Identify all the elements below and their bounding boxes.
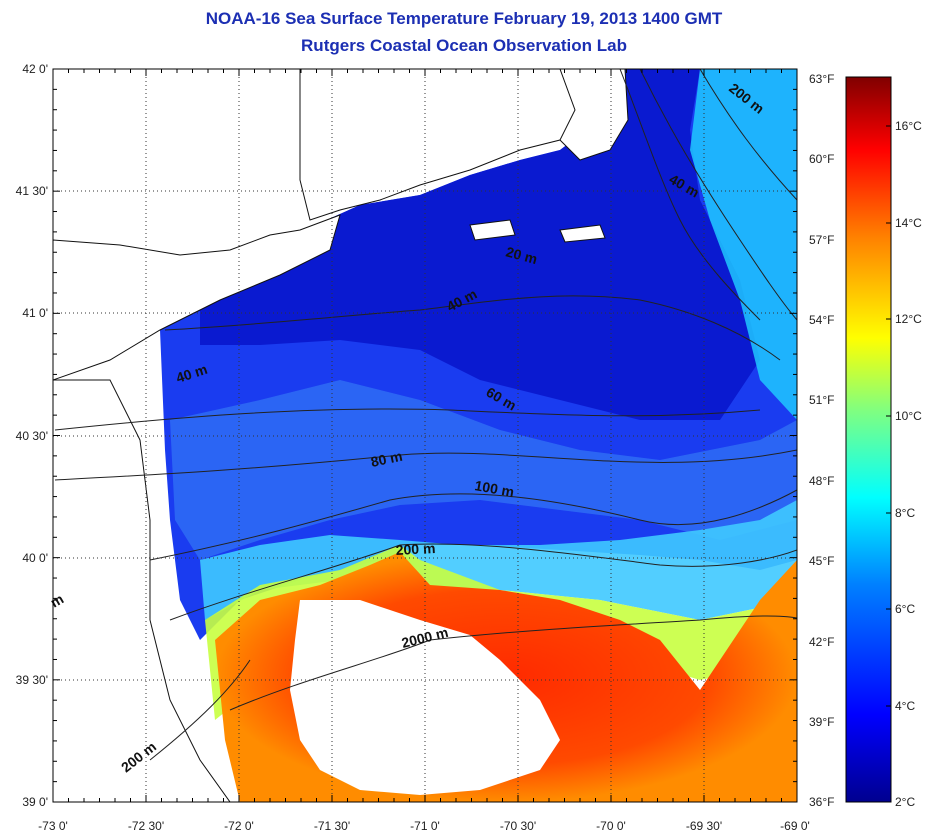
lon-tick-label: -69 30' (686, 819, 722, 833)
celsius-label: 16°C (895, 119, 922, 133)
map-title: NOAA-16 Sea Surface Temperature February… (205, 9, 723, 28)
fahrenheit-label: 63°F (809, 72, 834, 86)
colorbar-ticks (886, 125, 891, 707)
long-island-land (53, 214, 341, 381)
marthas-vineyard-land (469, 219, 516, 241)
lat-tick-label: 40 0' (22, 551, 48, 565)
lat-tick-label: 39 0' (22, 795, 48, 809)
depth-label: 80 m (369, 448, 404, 470)
celsius-scale: 16°C 14°C 12°C 10°C 8°C 6°C 4°C 2°C (895, 119, 922, 809)
lat-tick-label: 41 0' (22, 306, 48, 320)
celsius-label: 10°C (895, 409, 922, 423)
lon-tick-label: -73 0' (38, 819, 68, 833)
celsius-label: 12°C (895, 312, 922, 326)
lat-tick-label: 40 30' (16, 429, 48, 443)
latitude-axis: 42 0' 41 30' 41 0' 40 30' 40 0' 39 30' 3… (16, 62, 48, 809)
lon-tick-label: -70 30' (500, 819, 536, 833)
fahrenheit-label: 36°F (809, 795, 834, 809)
fahrenheit-label: 45°F (809, 554, 834, 568)
lat-tick-label: 42 0' (22, 62, 48, 76)
lon-tick-label: -69 0' (780, 819, 810, 833)
fahrenheit-scale: 63°F 60°F 57°F 54°F 51°F 48°F 45°F 42°F … (809, 72, 834, 809)
depth-labels: 200 m 40 m 20 m 40 m 40 m 60 m 80 m 100 … (48, 80, 768, 776)
fahrenheit-label: 48°F (809, 474, 834, 488)
nantucket-land (559, 224, 606, 243)
mid-shelf-water (170, 380, 797, 560)
axis-ticks (52, 68, 798, 803)
lon-tick-label: -71 30' (314, 819, 350, 833)
fahrenheit-label: 54°F (809, 313, 834, 327)
fahrenheit-label: 60°F (809, 152, 834, 166)
shelf-break-water (200, 500, 797, 620)
fahrenheit-label: 51°F (809, 393, 834, 407)
lon-tick-label: -71 0' (410, 819, 440, 833)
celsius-label: 2°C (895, 795, 915, 809)
lon-tick-label: -72 30' (128, 819, 164, 833)
temperature-colorbar (845, 76, 892, 803)
celsius-label: 6°C (895, 602, 915, 616)
celsius-label: 8°C (895, 506, 915, 520)
celsius-label: 4°C (895, 699, 915, 713)
fahrenheit-label: 39°F (809, 715, 834, 729)
lon-tick-label: -72 0' (224, 819, 254, 833)
lat-tick-label: 39 30' (16, 673, 48, 687)
fahrenheit-label: 57°F (809, 233, 834, 247)
depth-label: 100 m (473, 477, 515, 500)
lat-tick-label: 41 30' (16, 184, 48, 198)
fahrenheit-label: 42°F (809, 635, 834, 649)
new-jersey-land (53, 379, 231, 802)
graticule (53, 69, 797, 802)
lon-tick-label: -70 0' (596, 819, 626, 833)
nearshore-dark-water (200, 69, 760, 420)
longitude-axis: -73 0' -72 30' -72 0' -71 30' -71 0' -70… (38, 819, 810, 833)
map-subtitle: Rutgers Coastal Ocean Observation Lab (301, 36, 627, 55)
bathymetry-contours (54, 69, 797, 761)
depth-label: 200 m (395, 540, 435, 558)
depth-label: 20 m (504, 243, 539, 267)
celsius-label: 14°C (895, 216, 922, 230)
